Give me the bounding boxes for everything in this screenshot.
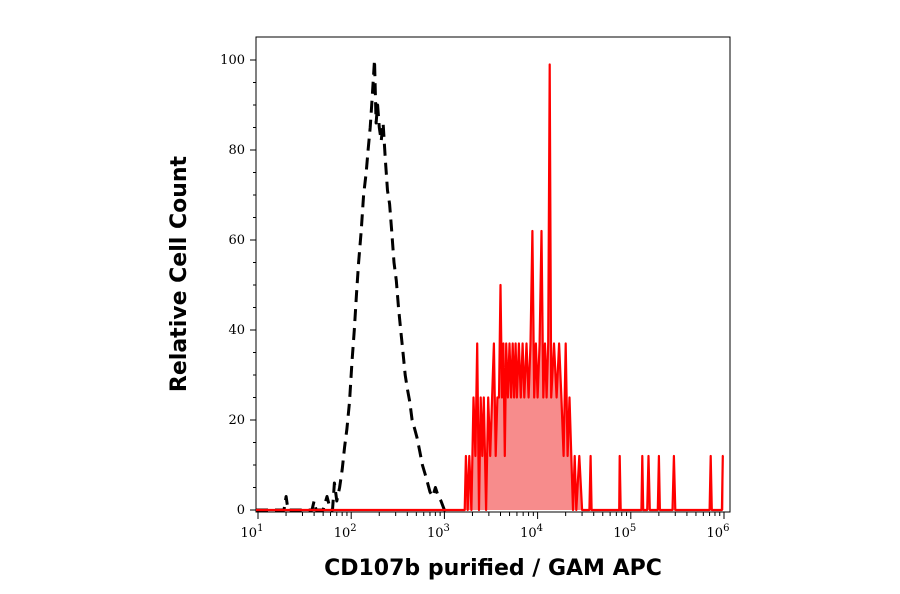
x-tick-label: 106 [707, 523, 730, 541]
x-tick-label: 104 [520, 523, 543, 541]
y-axis-ticks: 0 20 40 60 80 100 [220, 53, 256, 518]
series-1-line [256, 63, 724, 512]
x-tick-label: 101 [241, 523, 264, 541]
y-tick-label: 40 [228, 323, 245, 338]
y-tick-label: 60 [228, 233, 245, 248]
series-layer [256, 58, 724, 512]
y-tick-label: 20 [228, 413, 245, 428]
y-tick-label: 80 [228, 143, 245, 158]
x-axis-title: CD107b purified / GAM APC [324, 556, 662, 581]
y-axis-title: Relative Cell Count [167, 155, 192, 392]
y-tick-label: 100 [220, 53, 245, 68]
y-tick-label: 0 [237, 503, 245, 518]
x-axis-ticks: 101 102 103 104 105 106 [241, 512, 730, 541]
x-tick-label: 102 [334, 523, 357, 541]
x-tick-label: 105 [613, 523, 636, 541]
x-tick-label: 103 [427, 523, 450, 541]
